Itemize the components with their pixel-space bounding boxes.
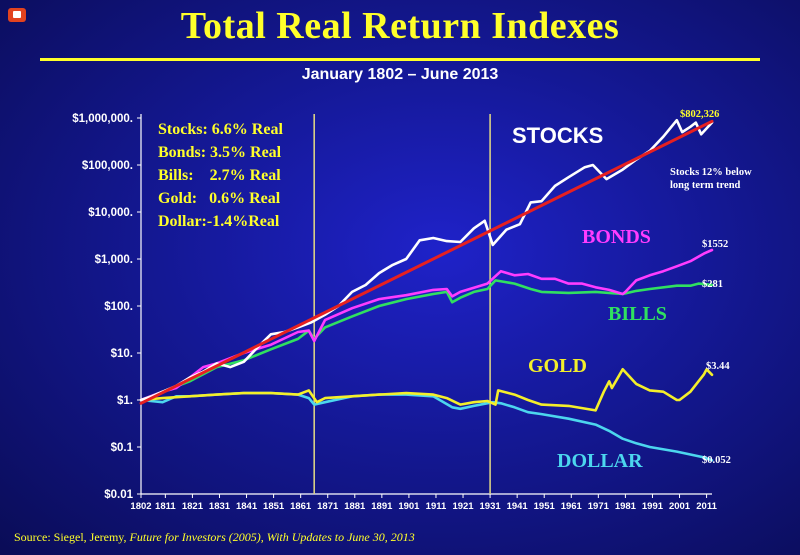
y-tick-label: $100,000. (82, 160, 133, 172)
stats-bills: Bills: 2.7% Real (158, 167, 281, 184)
x-tick-label: 1851 (263, 501, 285, 512)
y-tick-labels: $0.01 $0.1 $1. $10. $100. $1,000. $10,000. $100… (72, 113, 141, 501)
x-tick-label: 1931 (480, 501, 502, 512)
y-tick-label: $1,000,000. (72, 113, 133, 125)
stats-box: Stocks: 6.6% Real Bonds: 3.5% Real Bills… (158, 121, 283, 230)
slide-app-icon (8, 8, 26, 22)
x-tick-label: 2001 (669, 501, 691, 512)
bonds-label: BONDS (582, 226, 651, 248)
stats-gold: Gold: 0.6% Real (158, 190, 281, 207)
x-tick-labels: 1802 1811 1821 1831 1841 1851 1861 1871 1881 1891… (130, 494, 718, 512)
page-title: Total Real Return Indexes (180, 5, 620, 47)
y-tick-label: $1,000. (95, 254, 133, 266)
stats-dollar: Dollar:-1.4%Real (158, 213, 280, 230)
trend-annotation-line1: Stocks 12% below (670, 167, 752, 178)
x-tick-label: 1821 (182, 501, 204, 512)
stocks-end-value: $802,326 (680, 109, 719, 120)
source-italic: Future for Investors (2005), With Update… (129, 530, 415, 544)
bills-label: BILLS (608, 303, 667, 325)
axes-layer (140, 114, 712, 495)
stocks-trend-line (139, 119, 714, 405)
x-tick-label: 1901 (398, 501, 420, 512)
x-tick-label: 1991 (642, 501, 664, 512)
stats-stocks: Stocks: 6.6% Real (158, 121, 283, 138)
dollar-end-value: $0.052 (702, 455, 731, 466)
chart-subtitle: January 1802 – June 2013 (301, 66, 499, 83)
series-line-bills (139, 279, 714, 402)
gold-end-value: $3.44 (706, 361, 730, 372)
trend-line-layer (139, 119, 714, 405)
series-line-bonds (139, 248, 714, 402)
x-tick-label: 1961 (561, 501, 583, 512)
x-tick-label: 1861 (290, 501, 312, 512)
x-tick-label: 1951 (534, 501, 556, 512)
y-tick-label: $0.01 (104, 489, 133, 501)
y-tick-label: $100. (104, 301, 133, 313)
gold-label: GOLD (528, 355, 587, 377)
x-tick-label: 1971 (588, 501, 610, 512)
x-tick-label: 1871 (317, 501, 339, 512)
x-tick-label: 1802 (130, 501, 151, 512)
vertical-markers (313, 114, 491, 494)
source-citation: Source: Siegel, Jeremy, Future for Inves… (14, 530, 415, 545)
stats-bonds: Bonds: 3.5% Real (158, 144, 282, 161)
dollar-label: DOLLAR (557, 450, 643, 472)
x-tick-label: 1811 (155, 501, 176, 512)
y-tick-label: $10. (111, 348, 133, 360)
series-line-gold (139, 367, 714, 412)
x-tick-label: 1981 (615, 501, 637, 512)
x-tick-label: 1891 (371, 501, 393, 512)
y-tick-label: $0.1 (111, 442, 134, 454)
title-underline (40, 58, 760, 61)
y-tick-label: $10,000. (88, 207, 133, 219)
stocks-label: STOCKS (512, 123, 603, 148)
y-tick-label: $1. (117, 395, 133, 407)
bonds-end-value: $1552 (702, 239, 728, 250)
bills-end-value: $281 (702, 279, 723, 290)
x-tick-label: 1911 (426, 501, 447, 512)
x-tick-label: 1841 (236, 501, 258, 512)
x-tick-label: 1831 (209, 501, 231, 512)
source-prefix: Source: Siegel, Jeremy, (14, 530, 127, 544)
trend-annotation-line2: long term trend (670, 180, 741, 191)
x-tick-label: 1881 (344, 501, 366, 512)
x-tick-label: 1921 (452, 501, 474, 512)
x-tick-label: 2011 (696, 501, 717, 512)
x-tick-label: 1941 (507, 501, 529, 512)
